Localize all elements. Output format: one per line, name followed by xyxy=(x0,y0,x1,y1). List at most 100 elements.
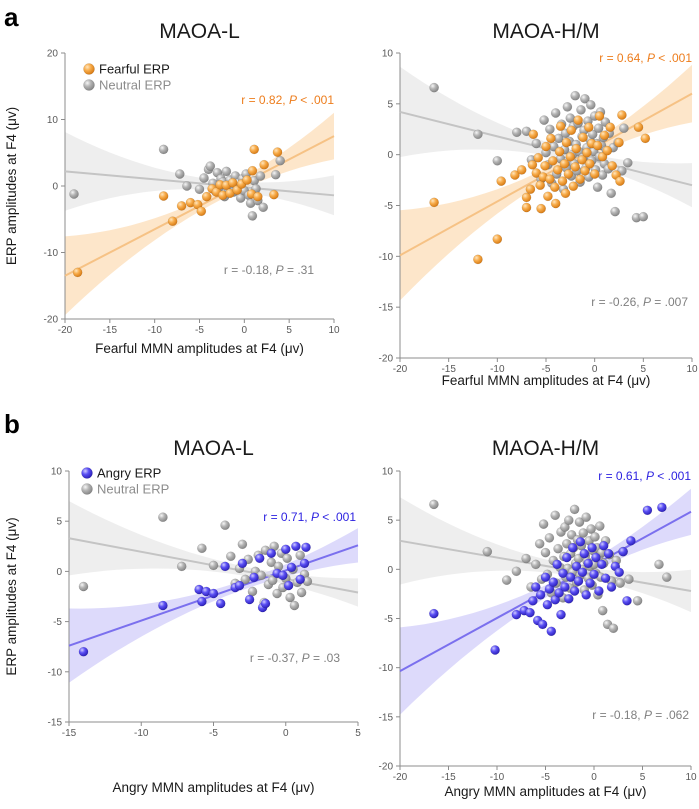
data-point-emotion xyxy=(533,152,544,163)
scatter-plot-a-maoa-l: MAOA-L -20 -15 -10 -5 0 5 10 -20 -10 0 10 20 Fearful … xyxy=(4,20,340,356)
data-point-emotion xyxy=(573,576,584,586)
data-point-emotion xyxy=(599,130,610,141)
data-point-emotion xyxy=(575,174,585,184)
data-point-emotion xyxy=(577,154,587,165)
y-tick-label: 5 xyxy=(387,99,393,110)
data-point-emotion xyxy=(594,586,604,596)
data-point-neutral xyxy=(570,90,581,101)
data-point-neutral xyxy=(182,181,192,191)
x-tick-label: 0 xyxy=(242,325,248,336)
data-point-emotion xyxy=(234,580,245,591)
data-point-neutral xyxy=(275,155,286,166)
data-point-emotion xyxy=(554,146,565,157)
data-point-emotion xyxy=(521,192,532,203)
y-tick-label: -5 xyxy=(384,201,393,212)
data-point-neutral xyxy=(615,578,626,588)
data-point-emotion xyxy=(247,165,258,176)
data-point-emotion xyxy=(591,552,601,563)
data-point-neutral xyxy=(540,547,551,558)
data-point-neutral xyxy=(199,173,209,183)
x-tick-label: -5 xyxy=(542,364,551,375)
data-point-emotion xyxy=(561,552,572,563)
y-tick-label: -10 xyxy=(48,667,63,678)
data-point-neutral xyxy=(594,521,605,531)
y-tick-label: -10 xyxy=(379,663,394,674)
data-point-neutral xyxy=(553,543,563,554)
data-point-neutral xyxy=(237,539,248,550)
y-tick-label: 0 xyxy=(387,150,393,161)
data-point-neutral xyxy=(590,532,600,542)
data-point-neutral xyxy=(194,184,205,195)
data-point-neutral xyxy=(597,605,608,616)
correlation-stat: r = -0.18, P = .062 xyxy=(592,708,689,722)
data-point-emotion xyxy=(581,590,592,600)
data-point-emotion xyxy=(429,608,439,619)
data-point-emotion xyxy=(266,548,277,559)
data-point-emotion xyxy=(552,559,562,570)
data-point-emotion xyxy=(301,542,311,553)
data-point-emotion xyxy=(606,582,617,592)
x-tick-label: 5 xyxy=(641,364,647,375)
data-point-emotion xyxy=(528,595,538,606)
x-axis-label: Fearful MMN amplitudes at F4 (μv) xyxy=(95,341,304,356)
stat-p-label: P xyxy=(647,51,655,65)
x-tick-label: 0 xyxy=(283,728,289,739)
y-tick-label: -10 xyxy=(379,252,394,263)
data-point-neutral xyxy=(562,102,573,112)
data-point-emotion xyxy=(587,542,597,553)
regression-line xyxy=(64,170,335,197)
legend-label: Angry ERP xyxy=(97,466,161,481)
data-point-neutral xyxy=(176,561,187,572)
data-point-neutral xyxy=(638,211,649,222)
data-point-emotion xyxy=(585,578,595,588)
x-tick-label: 10 xyxy=(328,325,340,336)
panel-label-a: a xyxy=(4,2,19,32)
data-point-emotion xyxy=(583,558,594,569)
data-point-emotion xyxy=(72,267,83,278)
data-point-neutral xyxy=(580,93,590,104)
data-point-neutral xyxy=(482,546,493,557)
data-point-emotion xyxy=(592,140,603,151)
data-point-emotion xyxy=(510,170,520,180)
data-point-emotion xyxy=(511,609,522,620)
data-point-neutral xyxy=(174,169,185,179)
data-point-neutral xyxy=(197,543,207,554)
data-point-emotion xyxy=(516,165,527,175)
data-point-emotion xyxy=(535,590,546,600)
stat-p-label: P xyxy=(646,469,654,483)
x-tick-label: -20 xyxy=(393,364,408,375)
data-point-emotion xyxy=(176,201,187,211)
x-tick-label: -15 xyxy=(103,325,118,336)
data-point-emotion xyxy=(295,574,306,585)
data-point-emotion xyxy=(272,147,283,157)
data-point-emotion xyxy=(260,598,271,609)
data-point-emotion xyxy=(598,540,609,551)
data-point-emotion xyxy=(563,169,574,179)
data-point-emotion xyxy=(220,561,230,572)
data-point-emotion xyxy=(558,568,568,579)
x-tick-label: -10 xyxy=(490,364,505,375)
stat-r: r = 0.61, xyxy=(598,469,646,483)
data-point-neutral xyxy=(545,124,555,135)
x-axis-label: Angry MMN amplitudes at F4 (μv) xyxy=(444,784,646,799)
data-point-emotion xyxy=(167,216,178,227)
data-point-emotion xyxy=(626,535,636,546)
data-point-neutral xyxy=(578,528,589,538)
x-tick-label: -15 xyxy=(62,728,77,739)
data-point-emotion xyxy=(215,598,226,609)
data-point-neutral xyxy=(158,144,169,155)
data-point-neutral xyxy=(593,123,604,134)
legend-marker xyxy=(81,467,93,479)
stat-r: r = -0.37, xyxy=(250,651,302,665)
data-point-neutral xyxy=(531,138,542,149)
data-point-emotion xyxy=(618,546,628,557)
stat-p-label: P xyxy=(289,93,297,107)
x-tick-label: -20 xyxy=(58,325,73,336)
data-point-emotion xyxy=(579,548,590,559)
stat-p: < .001 xyxy=(654,469,691,483)
data-point-emotion xyxy=(614,567,625,578)
data-point-neutral xyxy=(511,127,522,138)
data-point-neutral xyxy=(295,550,306,561)
data-point-emotion xyxy=(521,202,532,213)
